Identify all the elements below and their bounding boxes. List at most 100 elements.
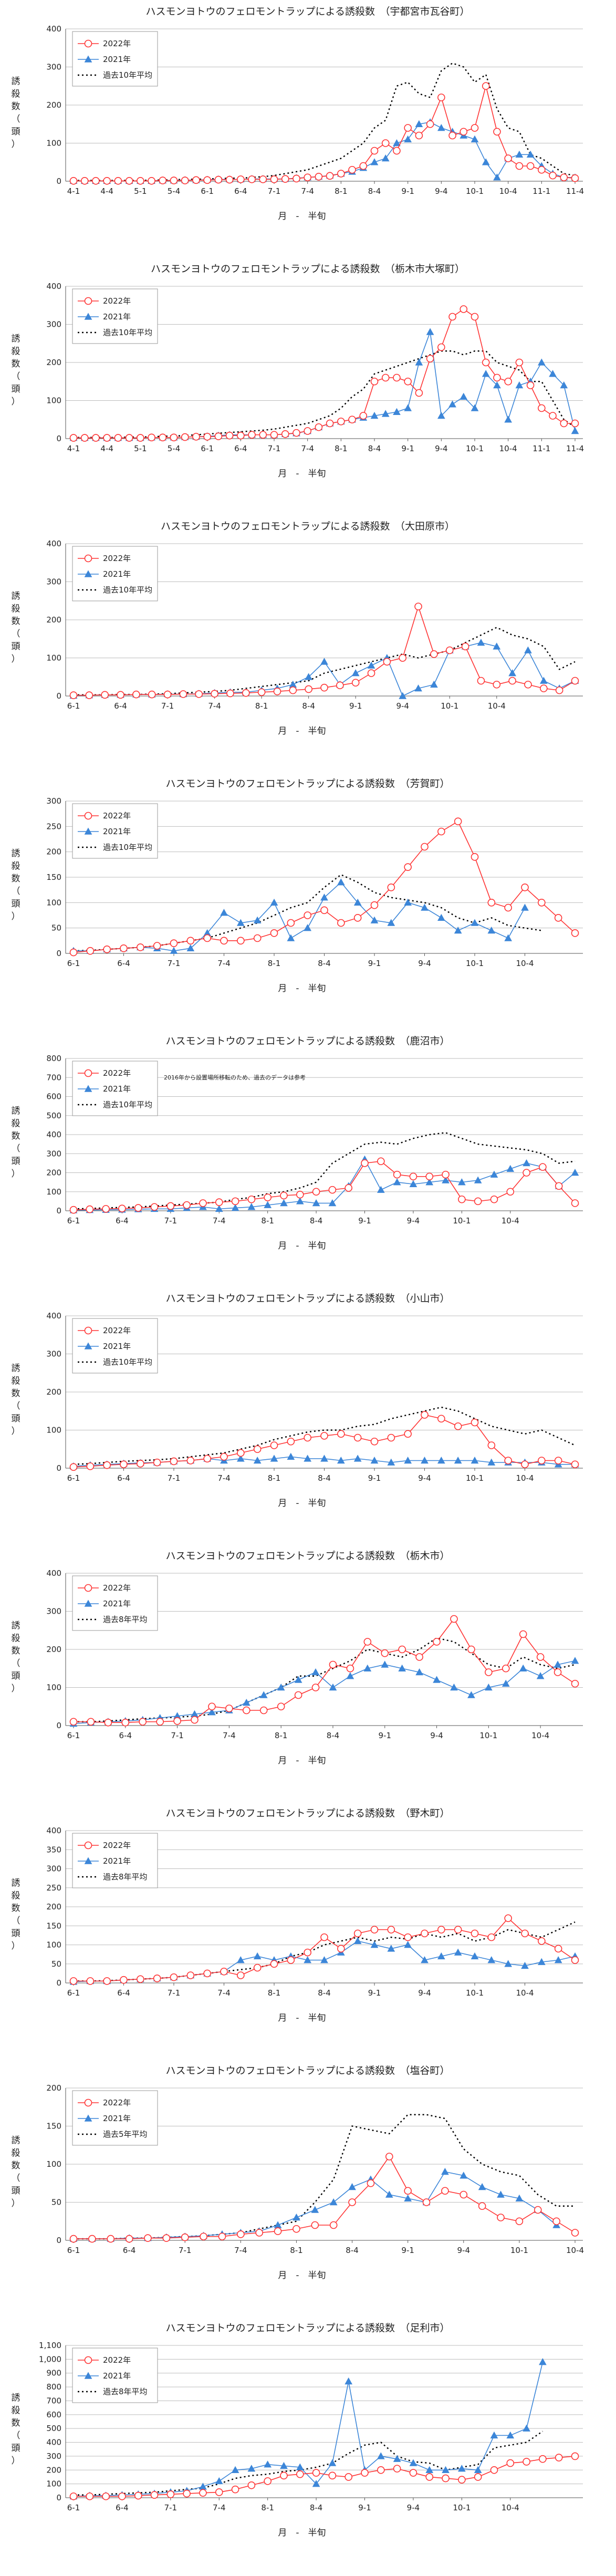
data-point [393,408,401,415]
x-tick-label: 9-1 [379,1731,392,1740]
x-axis-label: 月 - 半旬 [278,2528,326,2538]
series-2 [74,2430,544,2496]
x-tick-label: 4-1 [67,186,80,196]
data-point [426,120,434,128]
chart-title: ハスモンヨトウのフェロモントラップによる誘殺数 （芳賀町） [166,778,450,790]
data-point [280,1199,288,1207]
data-point [156,1718,164,1726]
series-line [73,1132,576,1210]
data-point [421,1411,429,1419]
x-tick-label: 6-1 [67,1731,80,1740]
data-point [549,171,557,180]
chart-title: ハスモンヨトウのフェロモントラップによる誘殺数 （大田原市） [161,521,455,532]
y-axis-label-char: ） [12,2198,20,2209]
x-tick-label: 10-4 [499,444,517,453]
data-point [370,901,379,909]
x-tick-label: 6-1 [67,1473,80,1483]
data-point [329,1683,337,1691]
chart-svg: ハスモンヨトウのフェロモントラップによる誘殺数 （鹿沼市） 0 100 200 300 4… [12,1035,583,1251]
data-point [287,934,295,941]
x-tick-label: 7-1 [179,2246,192,2255]
data-point [311,2206,319,2213]
data-point [120,1460,128,1469]
series-2 [74,1637,576,1722]
series-0 [69,2452,579,2500]
x-tick-label: 5-4 [168,444,181,453]
data-point [484,1683,493,1691]
data-point [454,1422,462,1430]
data-point [437,94,445,101]
data-point [497,2190,505,2198]
data-point [311,1684,320,1691]
data-point [404,2187,412,2195]
data-point [203,176,211,184]
legend-label: 2022年 [103,2098,131,2107]
data-point [460,128,468,136]
data-point [225,1705,233,1712]
legend-label: 過去8年平均 [103,1615,148,1624]
y-tick-label: 600 [46,2410,61,2419]
data-point [353,1455,362,1462]
data-point [381,154,390,162]
data-point [404,377,412,386]
data-point [370,377,379,386]
data-point [277,1702,285,1711]
data-point [337,1945,345,1953]
data-point [536,1653,545,1661]
data-point [482,358,490,367]
x-tick-label: 6-4 [117,1473,130,1483]
legend-marker [84,2114,92,2122]
x-tick-label: 8-1 [268,1988,281,1998]
data-point [120,1976,128,1984]
series-2 [74,2114,575,2240]
y-tick-label: 300 [46,1864,61,1874]
x-tick-label: 7-4 [234,2246,247,2255]
data-point [270,431,278,439]
x-tick-label: 6-4 [117,959,130,968]
data-point [399,654,407,662]
chart-title: ハスモンヨトウのフェロモントラップによる誘殺数 （栃木市大塚町） [151,263,465,275]
data-point [560,419,568,428]
y-tick-label: 100 [46,2479,61,2489]
data-point [571,1460,579,1469]
data-point [220,1967,228,1976]
chart-title: ハスモンヨトウのフェロモントラップによる誘殺数 （鹿沼市） [166,1035,450,1047]
x-tick-label: 6-1 [201,186,214,196]
x-tick-label: 10-1 [466,444,484,453]
series-line [73,874,542,952]
data-point [134,2491,142,2500]
chart-3: ハスモンヨトウのフェロモントラップによる誘殺数 （大田原市） 0 100 200 300… [0,515,616,772]
y-tick-label: 100 [46,1187,61,1197]
y-tick-label: 400 [46,1569,61,1578]
chart-title: ハスモンヨトウのフェロモントラップによる誘殺数 （宇都宮市瓦谷町） [146,6,470,17]
y-tick-label: 300 [46,1349,61,1359]
data-point [539,1163,547,1171]
chart-6: ハスモンヨトウのフェロモントラップによる誘殺数 （小山市） 0 100 200 300 4… [0,1287,616,1544]
data-point [474,1197,482,1206]
x-tick-label: 10-4 [566,2246,584,2255]
data-point [259,431,267,439]
x-axis-label: 月 - 半旬 [278,1241,326,1251]
legend-marker [84,1599,92,1607]
data-point [304,911,311,919]
data-point [515,381,524,389]
data-point [191,1716,199,1724]
y-axis-label-char: ） [12,397,20,407]
series-2 [74,62,576,181]
data-point [305,685,312,693]
data-point [482,82,490,90]
data-point [454,817,462,825]
data-point [536,1672,545,1679]
data-point [471,1418,479,1427]
data-point [415,1668,423,1676]
data-point [80,434,89,442]
data-point [237,937,245,945]
data-point [538,165,546,174]
data-point [471,919,479,926]
legend-marker [84,313,92,320]
data-point [103,1977,111,1985]
data-point [458,2476,466,2484]
x-tick-label: 10-1 [510,2246,528,2255]
